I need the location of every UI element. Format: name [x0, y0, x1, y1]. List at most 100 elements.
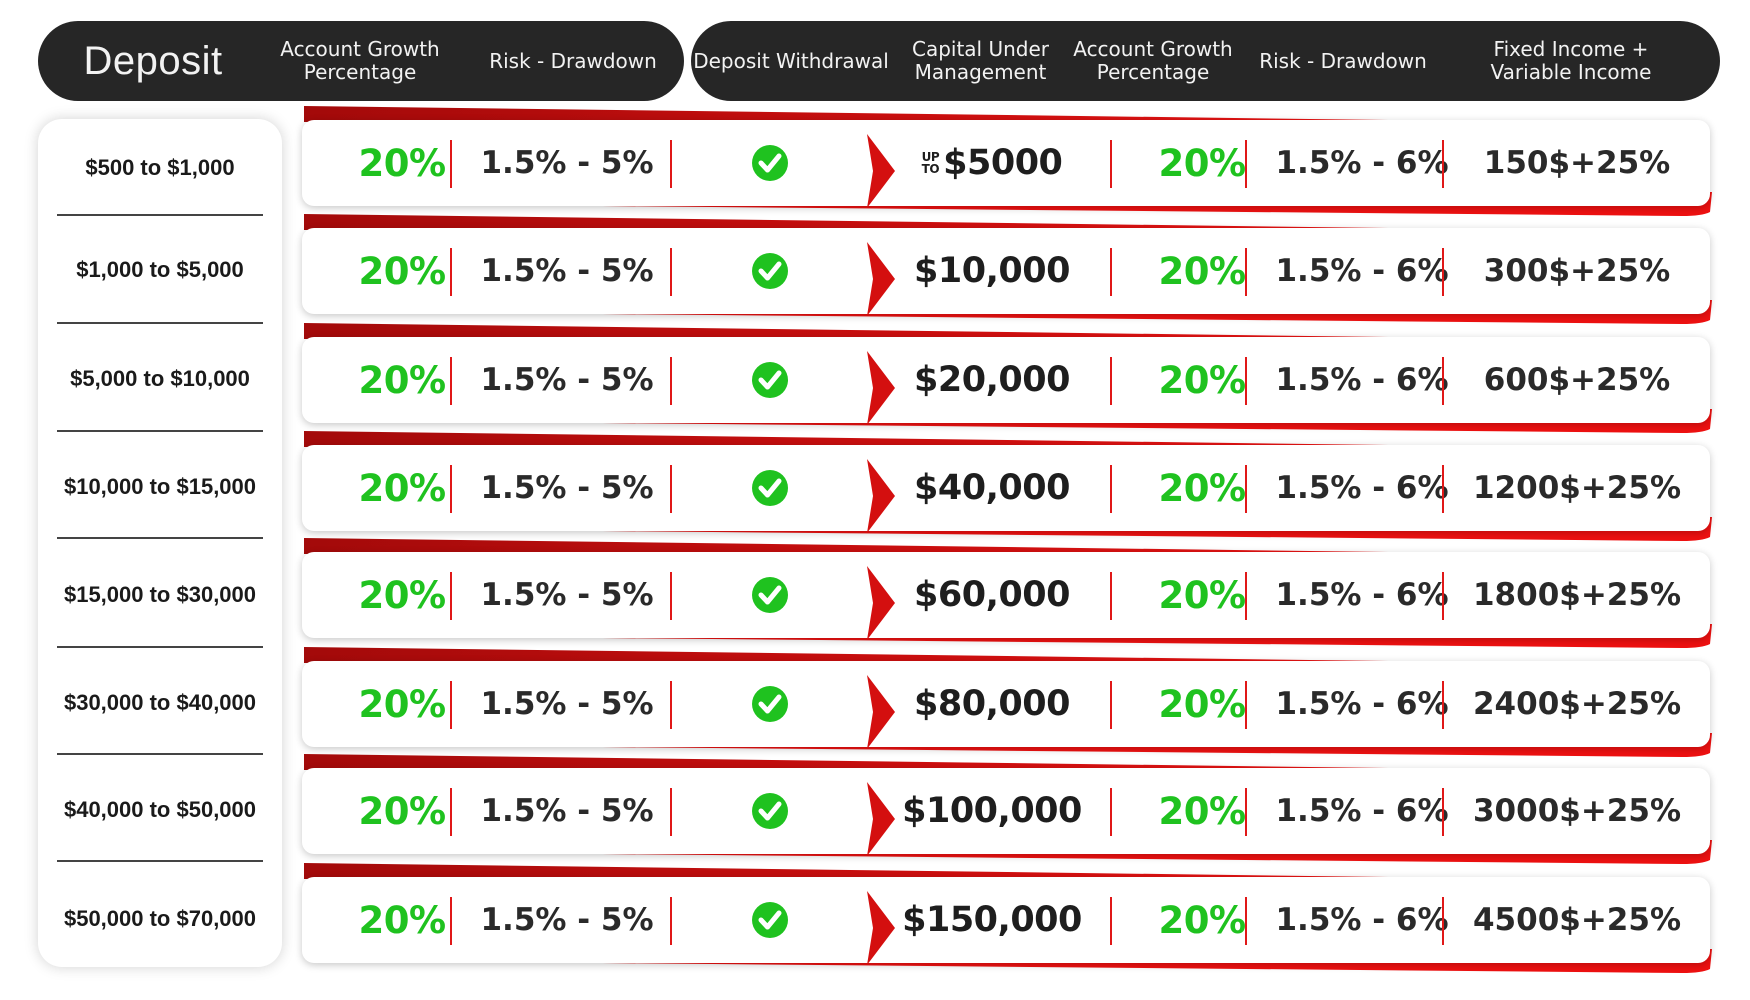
column-separator — [1110, 681, 1112, 729]
arrow-right-icon — [867, 891, 895, 965]
column-separator — [670, 897, 672, 945]
row-card — [302, 661, 1710, 747]
column-separator — [670, 681, 672, 729]
capital-value: $150,000 — [877, 877, 1107, 963]
income-value: 600$+25% — [1483, 362, 1671, 398]
withdrawal-cell — [670, 661, 870, 747]
column-separator — [1245, 357, 1247, 405]
header-deposit: Deposit — [83, 38, 223, 83]
growth-right-value: 20% — [1158, 249, 1246, 293]
header-income: Fixed Income + Variable Income — [1490, 37, 1652, 84]
column-separator — [1110, 248, 1112, 296]
column-separator — [1442, 788, 1444, 836]
column-separator — [1442, 140, 1444, 188]
risk-left-value: 1.5% - 5% — [480, 686, 654, 722]
growth-left-value: 20% — [358, 573, 446, 617]
income-value: 4500$+25% — [1472, 902, 1682, 938]
column-separator — [670, 357, 672, 405]
column-separator — [450, 465, 452, 513]
deposit-divider — [57, 430, 263, 432]
deposit-range-label: $30,000 to $40,000 — [63, 690, 257, 715]
column-separator — [1442, 681, 1444, 729]
row-card — [302, 120, 1710, 206]
header-bar-right: Deposit Withdrawal Capital Under Managem… — [691, 21, 1720, 101]
capital-value: $20,000 — [877, 337, 1107, 423]
income-value: 2400$+25% — [1472, 686, 1682, 722]
risk-left-value: 1.5% - 5% — [480, 253, 654, 289]
header-growth-left: Account Growth Percentage — [280, 37, 440, 84]
table-row: 20% 1.5% - 5% $40,000 20% 1.5% - 6% 1200$+25% — [302, 431, 1714, 541]
growth-right-value: 20% — [1158, 141, 1246, 185]
row-card — [302, 877, 1710, 963]
deposit-divider — [57, 537, 263, 539]
column-separator — [1442, 465, 1444, 513]
withdrawal-cell — [670, 337, 870, 423]
column-separator — [450, 897, 452, 945]
check-icon — [752, 793, 788, 829]
risk-right-value: 1.5% - 6% — [1275, 470, 1449, 506]
capital-amount: $20,000 — [914, 360, 1070, 400]
row-card — [302, 552, 1710, 638]
column-separator — [1110, 897, 1112, 945]
arrow-right-icon — [867, 351, 895, 425]
column-separator — [450, 357, 452, 405]
deposit-divider — [57, 322, 263, 324]
capital-amount: $10,000 — [914, 251, 1070, 291]
column-separator — [1442, 897, 1444, 945]
risk-left-value: 1.5% - 5% — [480, 793, 654, 829]
capital-amount: $60,000 — [914, 575, 1070, 615]
withdrawal-cell — [670, 552, 870, 638]
column-separator — [670, 248, 672, 296]
risk-right-value: 1.5% - 6% — [1275, 902, 1449, 938]
deposit-divider — [57, 646, 263, 648]
growth-right-value: 20% — [1158, 898, 1246, 942]
column-separator — [1442, 572, 1444, 620]
table-row: 20% 1.5% - 5% $150,000 20% 1.5% - 6% 4500$+25… — [302, 863, 1714, 973]
deposit-divider — [57, 860, 263, 862]
risk-left-value: 1.5% - 5% — [480, 145, 654, 181]
withdrawal-cell — [670, 877, 870, 963]
growth-right-value: 20% — [1158, 358, 1246, 402]
table-row: 20% 1.5% - 5% UP TO $5000 20% 1.5% - 6% 150$+25… — [302, 106, 1714, 216]
column-separator — [670, 788, 672, 836]
deposit-range-label: $5,000 to $10,000 — [70, 366, 250, 391]
header-risk-left: Risk - Drawdown — [489, 48, 657, 73]
column-separator — [1245, 465, 1247, 513]
capital-value: $80,000 — [877, 661, 1107, 747]
capital-amount: $100,000 — [902, 791, 1082, 831]
risk-left-value: 1.5% - 5% — [480, 362, 654, 398]
column-separator — [1245, 140, 1247, 188]
column-separator — [670, 572, 672, 620]
capital-amount: $150,000 — [902, 900, 1082, 940]
check-icon — [752, 577, 788, 613]
column-separator — [1110, 357, 1112, 405]
column-separator — [1110, 788, 1112, 836]
deposit-card: $500 to $1,000 $1,000 to $5,000 $5,000 to … — [38, 119, 282, 967]
risk-right-value: 1.5% - 6% — [1275, 145, 1449, 181]
deposit-range-label: $15,000 to $30,000 — [63, 582, 257, 607]
column-separator — [450, 248, 452, 296]
column-separator — [670, 140, 672, 188]
check-icon — [752, 470, 788, 506]
growth-left-value: 20% — [358, 789, 446, 833]
column-separator — [1245, 248, 1247, 296]
header-growth-right: Account Growth Percentage — [1073, 37, 1233, 84]
column-separator — [1245, 681, 1247, 729]
header-withdrawal: Deposit Withdrawal — [693, 48, 889, 73]
arrow-right-icon — [867, 675, 895, 749]
column-separator — [450, 681, 452, 729]
deposit-range-label: $40,000 to $50,000 — [63, 797, 257, 822]
row-card — [302, 228, 1710, 314]
income-value: 150$+25% — [1483, 145, 1671, 181]
growth-left-value: 20% — [358, 682, 446, 726]
check-icon — [752, 902, 788, 938]
growth-left-value: 20% — [358, 358, 446, 402]
row-card — [302, 768, 1710, 854]
column-separator — [1110, 140, 1112, 188]
column-separator — [670, 465, 672, 513]
growth-left-value: 20% — [358, 466, 446, 510]
arrow-right-icon — [867, 134, 895, 208]
deposit-divider — [57, 753, 263, 755]
risk-right-value: 1.5% - 6% — [1275, 362, 1449, 398]
capital-prefix-bottom: TO — [921, 162, 940, 176]
